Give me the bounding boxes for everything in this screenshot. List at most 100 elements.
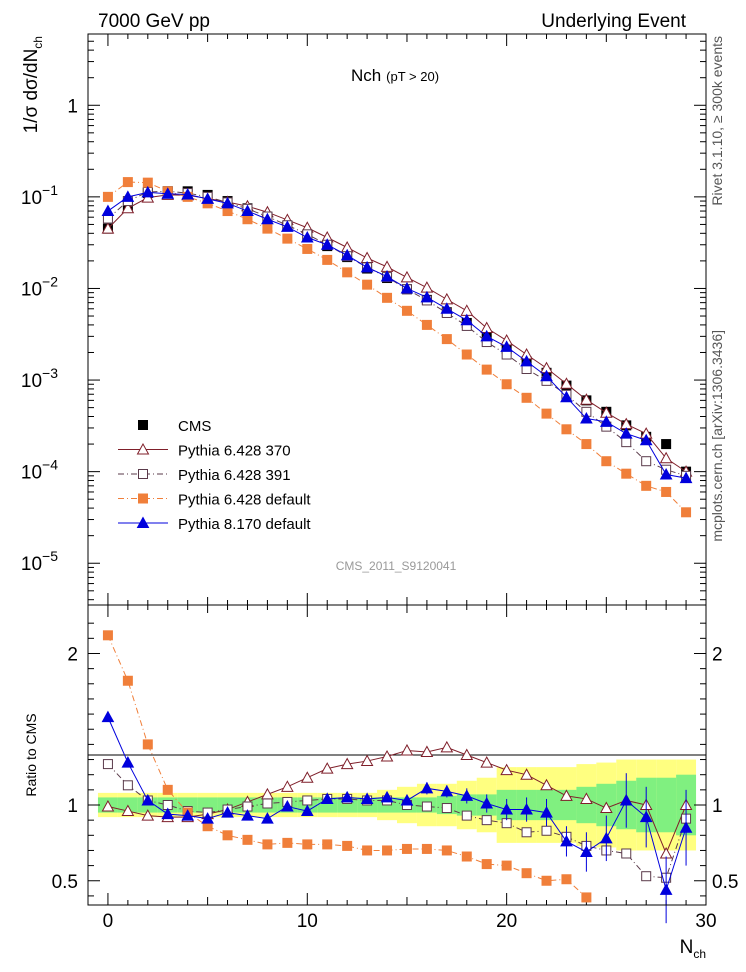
y-tick-label: 10−2 bbox=[21, 273, 58, 300]
ratio-point bbox=[621, 848, 632, 859]
y-axis-label-sub: ch bbox=[31, 36, 45, 49]
ratio-point bbox=[142, 739, 153, 750]
data-point bbox=[380, 260, 394, 272]
data-point bbox=[560, 390, 573, 403]
y-tick-label: 10−1 bbox=[21, 182, 58, 209]
legend-label: CMS bbox=[178, 418, 211, 435]
y-tick-label: 10−4 bbox=[21, 457, 58, 484]
data-point bbox=[441, 334, 452, 345]
data-point bbox=[621, 437, 632, 448]
y-tick-label-base: 10 bbox=[21, 554, 42, 575]
data-point bbox=[481, 364, 492, 375]
ratio-point bbox=[501, 860, 512, 871]
x-tick-label: 0 bbox=[103, 911, 114, 932]
legend-marker bbox=[138, 420, 148, 430]
ratio-point bbox=[400, 743, 414, 756]
ratio-point bbox=[360, 792, 374, 804]
y-tick-label: 1 bbox=[67, 796, 78, 817]
data-point bbox=[401, 305, 412, 316]
x-axis-label: Nch bbox=[680, 937, 706, 961]
main-series-group bbox=[101, 177, 693, 518]
ratio-point bbox=[320, 792, 334, 804]
data-point bbox=[121, 190, 135, 202]
y-tick-label: 10−3 bbox=[21, 365, 58, 392]
data-point bbox=[221, 196, 234, 209]
ratio-point bbox=[340, 790, 354, 803]
data-point bbox=[461, 349, 472, 360]
header-left: 7000 GeV pp bbox=[98, 11, 210, 32]
ratio-point bbox=[161, 807, 175, 820]
ratio-point bbox=[580, 792, 593, 804]
data-point bbox=[362, 279, 373, 290]
side-label-rivet: Rivet 3.1.10, ≥ 300k events bbox=[709, 36, 725, 206]
data-point bbox=[320, 238, 334, 250]
data-point bbox=[102, 191, 113, 202]
ratio-point bbox=[520, 768, 533, 780]
data-point bbox=[601, 456, 612, 467]
legend-label: Pythia 6.428 370 bbox=[178, 443, 291, 460]
data-point bbox=[400, 270, 414, 283]
data-point bbox=[561, 424, 572, 435]
data-point bbox=[440, 302, 454, 314]
ratio-point bbox=[460, 748, 474, 760]
legend-label: Pythia 8.170 default bbox=[178, 516, 311, 533]
ratio-point bbox=[262, 839, 273, 850]
ratio-point bbox=[121, 804, 135, 817]
ratio-frame bbox=[87, 604, 707, 906]
data-point bbox=[659, 467, 673, 480]
legend-marker bbox=[138, 469, 148, 479]
ratio-point bbox=[320, 762, 334, 774]
ratio-point bbox=[580, 845, 593, 857]
data-point bbox=[382, 292, 393, 303]
main-axis-ticks: 10−510−410−310−210−11 bbox=[21, 33, 707, 605]
data-point bbox=[342, 267, 353, 278]
data-point bbox=[619, 427, 633, 439]
data-point bbox=[241, 204, 254, 217]
ratio-point bbox=[521, 827, 532, 838]
y-tick-label-base: 10 bbox=[21, 371, 42, 392]
data-point bbox=[420, 281, 434, 293]
data-point bbox=[540, 369, 553, 382]
ratio-point bbox=[461, 851, 472, 862]
ratio-point bbox=[521, 868, 532, 879]
data-point bbox=[679, 471, 693, 484]
y-axis-label-main: 1/σ dσ/dN bbox=[21, 49, 42, 134]
ratio-point bbox=[141, 809, 155, 821]
ratio-series-group bbox=[101, 630, 693, 924]
series-2 bbox=[102, 186, 692, 481]
ratio-point bbox=[262, 798, 273, 809]
ratio-point bbox=[241, 809, 254, 821]
y-tick-label: 2 bbox=[67, 644, 78, 665]
ratio-point bbox=[401, 843, 412, 854]
y-tick-label: 10−5 bbox=[21, 548, 58, 575]
data-point bbox=[420, 290, 434, 303]
ratio-point bbox=[639, 810, 653, 823]
ratio-point bbox=[362, 845, 373, 856]
x-tick-label: 30 bbox=[695, 911, 716, 932]
data-point bbox=[580, 393, 593, 405]
y-tick-label-exp: −1 bbox=[42, 182, 58, 198]
main-title-sub: (pT > 20) bbox=[386, 69, 439, 84]
ratio-point bbox=[441, 845, 452, 856]
ratio-point bbox=[122, 780, 133, 791]
data-point bbox=[681, 507, 692, 518]
ratio-point bbox=[340, 757, 354, 770]
ratio-point bbox=[560, 789, 573, 801]
legend-label: Pythia 6.428 391 bbox=[178, 467, 291, 484]
data-point bbox=[121, 201, 135, 214]
ratio-point bbox=[561, 874, 572, 885]
ratio-point bbox=[302, 839, 313, 850]
ratio-point bbox=[380, 749, 394, 762]
ratio-point bbox=[659, 883, 673, 895]
ratio-point bbox=[420, 745, 434, 757]
ratio-point bbox=[641, 871, 652, 882]
ratio-point bbox=[201, 812, 214, 824]
ratio-point bbox=[481, 859, 492, 870]
data-point bbox=[261, 212, 274, 225]
ratio-point bbox=[461, 810, 472, 821]
data-point bbox=[541, 408, 552, 419]
data-point bbox=[500, 340, 513, 352]
x-tick-label: 10 bbox=[297, 911, 318, 932]
data-point bbox=[621, 468, 632, 479]
ratio-point bbox=[181, 809, 195, 821]
